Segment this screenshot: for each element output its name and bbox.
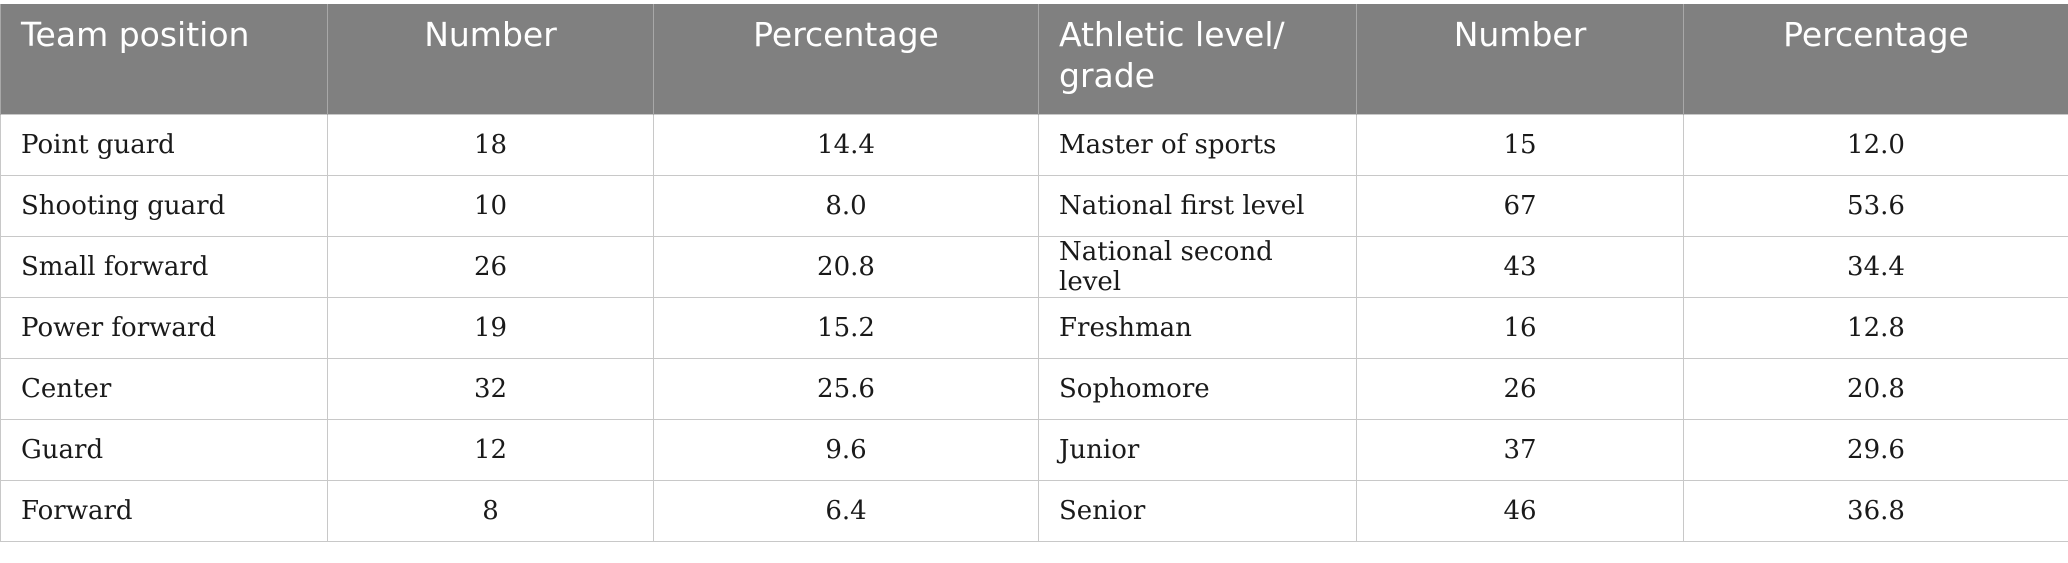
cell-percentage: 6.4 [653, 480, 1039, 542]
cell-level-percentage: 12.8 [1683, 297, 2068, 359]
cell-athletic-level: National second level [1038, 236, 1357, 298]
table-body: Point guard 18 14.4 Master of sports 15 … [0, 114, 2068, 542]
header-row: Team position Number Percentage Athletic… [0, 4, 2068, 115]
cell-number: 8 [327, 480, 654, 542]
cell-level-percentage: 34.4 [1683, 236, 2068, 298]
cell-percentage: 25.6 [653, 358, 1039, 420]
cell-team-position: Power forward [0, 297, 328, 359]
table-row: Power forward 19 15.2 Freshman 16 12.8 [0, 297, 2068, 359]
header-athletic-level: Athletic level/ grade [1038, 4, 1357, 115]
cell-athletic-level: Junior [1038, 419, 1357, 481]
cell-team-position: Point guard [0, 114, 328, 176]
cell-number: 18 [327, 114, 654, 176]
table-row: Guard 12 9.6 Junior 37 29.6 [0, 419, 2068, 481]
cell-number: 12 [327, 419, 654, 481]
position-level-table: Team position Number Percentage Athletic… [0, 4, 2068, 542]
cell-athletic-level: Master of sports [1038, 114, 1357, 176]
cell-athletic-level: Sophomore [1038, 358, 1357, 420]
table-header: Team position Number Percentage Athletic… [0, 4, 2068, 115]
cell-level-percentage: 12.0 [1683, 114, 2068, 176]
cell-level-number: 67 [1356, 175, 1684, 237]
cell-number: 32 [327, 358, 654, 420]
header-percentage-1: Percentage [653, 4, 1039, 115]
cell-level-percentage: 20.8 [1683, 358, 2068, 420]
table-row: Forward 8 6.4 Senior 46 36.8 [0, 480, 2068, 542]
cell-team-position: Guard [0, 419, 328, 481]
cell-level-number: 46 [1356, 480, 1684, 542]
data-table-container: Team position Number Percentage Athletic… [0, 4, 2068, 542]
cell-percentage: 15.2 [653, 297, 1039, 359]
header-number-1: Number [327, 4, 654, 115]
cell-level-number: 37 [1356, 419, 1684, 481]
cell-level-number: 43 [1356, 236, 1684, 298]
header-percentage-2: Percentage [1683, 4, 2068, 115]
cell-level-number: 15 [1356, 114, 1684, 176]
header-team-position: Team position [0, 4, 328, 115]
cell-team-position: Forward [0, 480, 328, 542]
cell-number: 26 [327, 236, 654, 298]
cell-athletic-level: Senior [1038, 480, 1357, 542]
cell-percentage: 20.8 [653, 236, 1039, 298]
cell-athletic-level: Freshman [1038, 297, 1357, 359]
cell-number: 19 [327, 297, 654, 359]
cell-team-position: Small forward [0, 236, 328, 298]
table-row: Point guard 18 14.4 Master of sports 15 … [0, 114, 2068, 176]
cell-level-number: 16 [1356, 297, 1684, 359]
table-row: Small forward 26 20.8 National second le… [0, 236, 2068, 298]
cell-percentage: 9.6 [653, 419, 1039, 481]
cell-percentage: 8.0 [653, 175, 1039, 237]
table-row: Center 32 25.6 Sophomore 26 20.8 [0, 358, 2068, 420]
header-number-2: Number [1356, 4, 1684, 115]
cell-level-number: 26 [1356, 358, 1684, 420]
cell-level-percentage: 53.6 [1683, 175, 2068, 237]
cell-team-position: Center [0, 358, 328, 420]
cell-team-position: Shooting guard [0, 175, 328, 237]
cell-percentage: 14.4 [653, 114, 1039, 176]
table-row: Shooting guard 10 8.0 National first lev… [0, 175, 2068, 237]
cell-athletic-level: National first level [1038, 175, 1357, 237]
cell-level-percentage: 29.6 [1683, 419, 2068, 481]
cell-number: 10 [327, 175, 654, 237]
cell-level-percentage: 36.8 [1683, 480, 2068, 542]
